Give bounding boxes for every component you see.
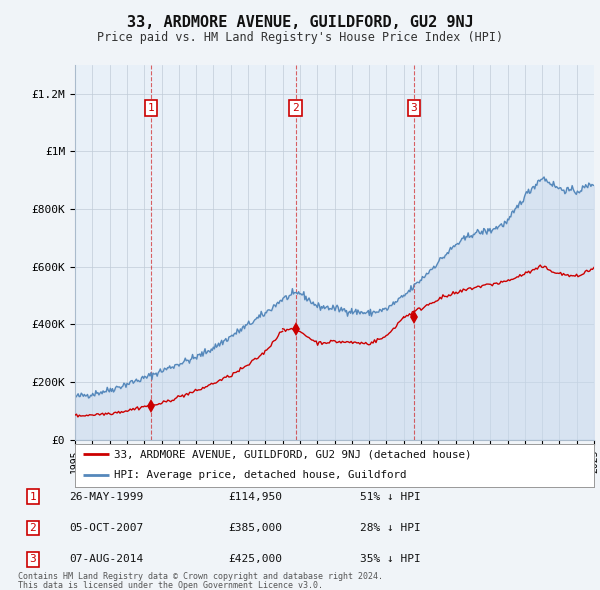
Text: 51% ↓ HPI: 51% ↓ HPI	[360, 492, 421, 502]
Text: 3: 3	[29, 555, 37, 564]
Text: £385,000: £385,000	[228, 523, 282, 533]
Text: 2: 2	[29, 523, 37, 533]
Text: 26-MAY-1999: 26-MAY-1999	[69, 492, 143, 502]
Text: 33, ARDMORE AVENUE, GUILDFORD, GU2 9NJ: 33, ARDMORE AVENUE, GUILDFORD, GU2 9NJ	[127, 15, 473, 30]
Text: 35% ↓ HPI: 35% ↓ HPI	[360, 555, 421, 564]
Text: 1: 1	[148, 103, 154, 113]
Text: £114,950: £114,950	[228, 492, 282, 502]
Text: £425,000: £425,000	[228, 555, 282, 564]
Text: 28% ↓ HPI: 28% ↓ HPI	[360, 523, 421, 533]
Text: 2: 2	[292, 103, 299, 113]
Text: 07-AUG-2014: 07-AUG-2014	[69, 555, 143, 564]
Text: 33, ARDMORE AVENUE, GUILDFORD, GU2 9NJ (detached house): 33, ARDMORE AVENUE, GUILDFORD, GU2 9NJ (…	[114, 449, 472, 459]
Text: 1: 1	[29, 492, 37, 502]
Text: HPI: Average price, detached house, Guildford: HPI: Average price, detached house, Guil…	[114, 470, 406, 480]
Text: 05-OCT-2007: 05-OCT-2007	[69, 523, 143, 533]
Text: Price paid vs. HM Land Registry's House Price Index (HPI): Price paid vs. HM Land Registry's House …	[97, 31, 503, 44]
Text: Contains HM Land Registry data © Crown copyright and database right 2024.: Contains HM Land Registry data © Crown c…	[18, 572, 383, 581]
Text: This data is licensed under the Open Government Licence v3.0.: This data is licensed under the Open Gov…	[18, 581, 323, 589]
Text: 3: 3	[410, 103, 417, 113]
